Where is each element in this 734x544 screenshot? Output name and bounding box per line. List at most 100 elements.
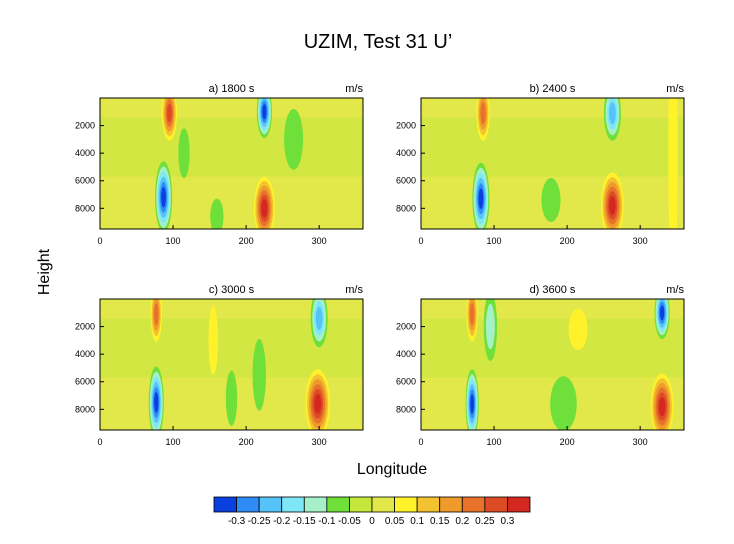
colorbar-label: 0.15 xyxy=(430,516,450,527)
panel-plot-area xyxy=(100,98,363,229)
contour-level xyxy=(208,305,218,375)
y-tick-label: 4000 xyxy=(396,349,416,359)
contour-level xyxy=(178,128,190,178)
x-tick-label: 300 xyxy=(312,236,327,246)
colorbar-swatch xyxy=(394,496,418,513)
colorbar-label: -0.1 xyxy=(318,516,336,527)
y-tick-label: 6000 xyxy=(396,176,416,186)
contour-level xyxy=(284,109,304,170)
panel-frame xyxy=(420,298,685,431)
colorbar-swatch xyxy=(281,496,305,513)
y-tick-label: 4000 xyxy=(75,148,95,158)
colorbar-swatch xyxy=(371,496,395,513)
colorbar-swatch xyxy=(326,496,350,513)
colorbar-swatch xyxy=(258,496,283,513)
colorbar-swatch xyxy=(416,496,441,513)
colorbar-label: 0.1 xyxy=(410,516,424,527)
contour-level xyxy=(568,308,588,351)
y-tick-label: 6000 xyxy=(396,377,416,387)
y-tick-label: 8000 xyxy=(396,404,416,414)
y-tick-label: 8000 xyxy=(396,203,416,213)
colorbar-swatch xyxy=(507,496,531,513)
x-tick-label: 300 xyxy=(312,437,327,447)
colorbar-swatch xyxy=(303,496,328,513)
figure-title: UZIM, Test 31 U’ xyxy=(304,31,453,53)
contour-level xyxy=(315,306,323,330)
colorbar-label: 0.25 xyxy=(475,516,495,527)
contour-level xyxy=(541,177,561,223)
contour-level xyxy=(609,196,616,216)
panel-unit-label: m/s xyxy=(666,83,684,95)
y-tick-label: 2000 xyxy=(396,322,416,332)
x-tick-label: 0 xyxy=(418,437,423,447)
colorbar-label: -0.2 xyxy=(273,516,291,527)
panel-plot-area xyxy=(100,299,363,430)
panel-title: c) 3000 s xyxy=(209,284,255,296)
contour-level xyxy=(262,104,267,120)
contour-level xyxy=(658,397,666,417)
x-tick-label: 200 xyxy=(560,437,575,447)
colorbar: -0.3 -0.25 -0.2 -0.15 -0.1 -0.05 0 0.05 0.1 0.15 0… xyxy=(213,496,531,527)
panels-group: a) 1800 s m/s0 100 200 3002000400060008000b)… xyxy=(75,83,685,447)
x-tick-label: 100 xyxy=(487,236,502,246)
x-tick-label: 0 xyxy=(418,236,423,246)
colorbar-swatch xyxy=(439,496,463,513)
y-tick-label: 8000 xyxy=(75,404,95,414)
y-tick-label: 2000 xyxy=(75,121,95,131)
contour-level xyxy=(154,392,159,413)
contour-level xyxy=(480,102,486,125)
colorbar-label: -0.05 xyxy=(338,516,361,527)
colorbar-swatch xyxy=(236,496,260,513)
contour-level xyxy=(210,198,224,229)
panel: c) 3000 s m/s 0 100 200 300 2000 4000 6000 8000 xyxy=(75,284,364,447)
contour-level xyxy=(252,338,266,411)
panel: a) 1800 s m/s 0 100 200 300 2000 4000 6000 8000 xyxy=(75,83,364,246)
x-tick-label: 0 xyxy=(97,236,102,246)
y-tick-label: 2000 xyxy=(75,322,95,332)
x-tick-label: 0 xyxy=(97,437,102,447)
panel-frame xyxy=(99,97,364,230)
contour-level xyxy=(153,303,159,326)
panel-plot-area xyxy=(421,98,684,229)
heatmap-neutral-band xyxy=(421,117,684,177)
contour-level xyxy=(161,187,167,208)
y-tick-label: 4000 xyxy=(396,148,416,158)
colorbar-swatch xyxy=(461,496,486,513)
x-tick-label: 200 xyxy=(560,236,575,246)
panel-unit-label: m/s xyxy=(666,284,684,296)
colorbar-label: -0.15 xyxy=(293,516,316,527)
contour-level xyxy=(225,370,238,426)
colorbar-swatch xyxy=(213,496,237,513)
x-tick-label: 100 xyxy=(166,437,181,447)
y-tick-label: 2000 xyxy=(396,121,416,131)
contour-level xyxy=(469,303,475,326)
panel-title: a) 1800 s xyxy=(209,83,255,95)
colorbar-label: 0.3 xyxy=(500,516,514,527)
contour-level xyxy=(659,305,665,321)
x-tick-label: 300 xyxy=(633,236,648,246)
y-tick-label: 6000 xyxy=(75,377,95,387)
panel-unit-label: m/s xyxy=(345,284,363,296)
panel: d) 3600 s m/s 0 100 200 300 2000 4000 6000 8000 xyxy=(396,284,685,447)
contour-level xyxy=(668,98,678,229)
panel-frame xyxy=(99,298,364,431)
heatmap-neutral-band xyxy=(421,318,684,378)
x-tick-label: 100 xyxy=(166,236,181,246)
y-tick-label: 8000 xyxy=(75,203,95,213)
colorbar-label: -0.25 xyxy=(248,516,271,527)
panel-title: b) 2400 s xyxy=(530,83,576,95)
colorbar-label: -0.3 xyxy=(228,516,246,527)
panel-title: d) 3600 s xyxy=(530,284,576,296)
contour-level xyxy=(608,102,616,125)
colorbar-swatch xyxy=(484,496,508,513)
contour-level xyxy=(478,188,484,209)
contour-level xyxy=(314,393,322,414)
x-tick-label: 200 xyxy=(239,236,254,246)
y-tick-label: 6000 xyxy=(75,176,95,186)
y-axis-label: Height xyxy=(36,248,53,295)
contour-level xyxy=(470,393,475,414)
panel-frame xyxy=(420,97,685,230)
contour-level xyxy=(485,303,495,350)
